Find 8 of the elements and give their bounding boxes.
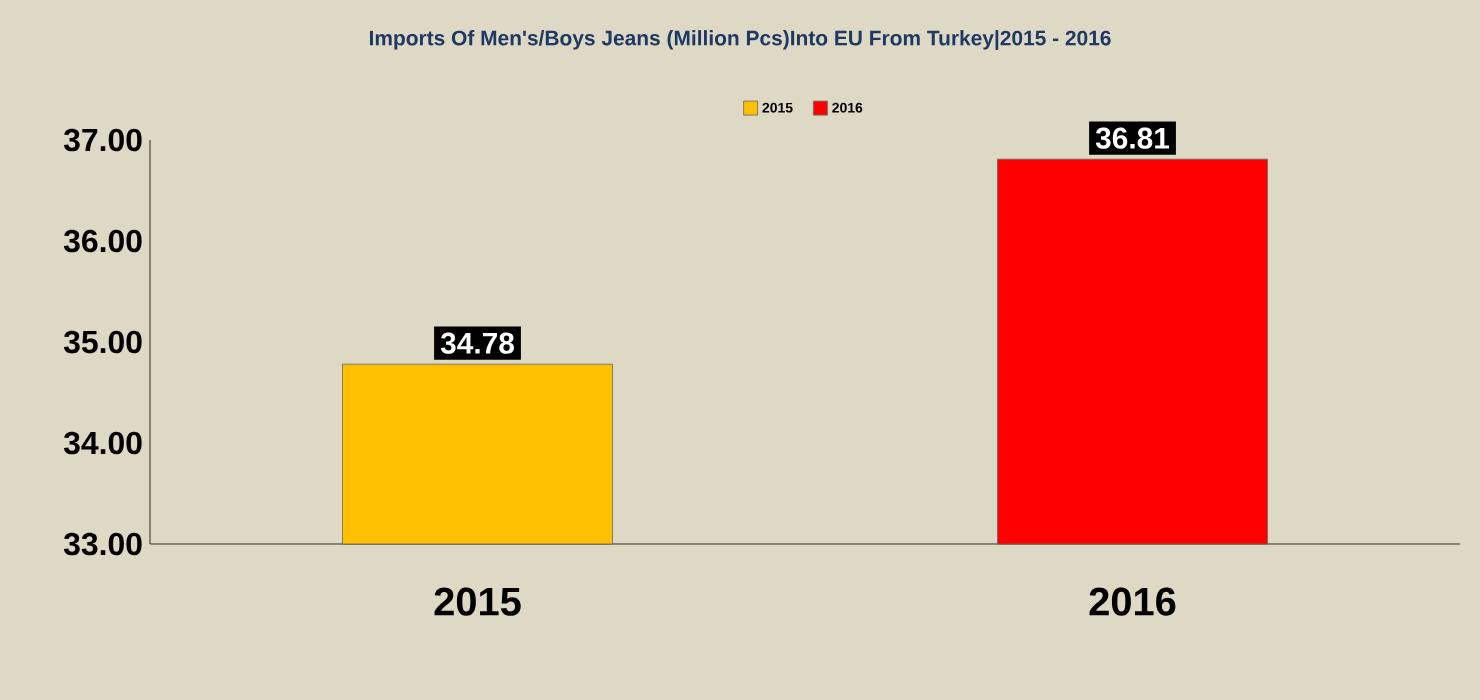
y-tick-label: 37.00 [63, 128, 142, 152]
y-tick-label: 36.00 [63, 229, 142, 253]
data-label: 34.78 [440, 332, 514, 354]
y-tick-label: 35.00 [63, 330, 142, 354]
y-tick-label: 33.00 [63, 532, 142, 556]
y-tick-label: 34.00 [63, 431, 142, 455]
data-label: 36.81 [1095, 127, 1170, 149]
chart-title: Imports Of Men's/Boys Jeans (Million Pcs)Into EU From Turkey|2015 - 2016 [369, 30, 1111, 50]
